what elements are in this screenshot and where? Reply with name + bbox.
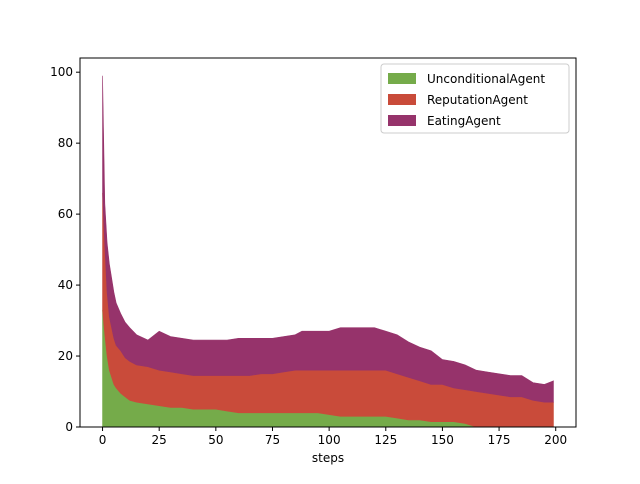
area-eating-agent	[102, 75, 554, 403]
legend-entry-label: ReputationAgent	[427, 93, 528, 107]
y-tick-label: 100	[50, 65, 73, 79]
plot-frame	[79, 57, 577, 428]
x-tick-label: 175	[488, 433, 511, 447]
x-tick-label: 0	[99, 433, 107, 447]
y-tick-label: 80	[58, 136, 73, 150]
x-tick-label: 125	[374, 433, 397, 447]
legend: UnconditionalAgent ReputationAgent EatingA…	[380, 63, 570, 134]
legend-swatch	[388, 73, 416, 84]
x-axis-label: steps	[312, 451, 344, 465]
legend-swatch	[388, 94, 416, 105]
legend-swatch	[388, 115, 416, 126]
y-tick-label: 0	[65, 420, 73, 434]
x-tick-label: 75	[265, 433, 280, 447]
x-tick-label: 25	[152, 433, 167, 447]
legend-entry-label: EatingAgent	[427, 114, 501, 128]
axes-layer: 0 25 50 75 100 125 150 175 200 0 20 40 60 80 100 steps	[50, 57, 577, 465]
legend-box	[380, 63, 570, 134]
y-tick-label: 20	[58, 349, 73, 363]
legend-entry-label: UnconditionalAgent	[427, 72, 545, 86]
x-tick-label: 50	[208, 433, 223, 447]
x-tick-label: 200	[544, 433, 567, 447]
y-tick-label: 60	[58, 207, 73, 221]
x-tick-label: 100	[318, 433, 341, 447]
y-tick-label: 40	[58, 278, 73, 292]
x-tick-label: 150	[431, 433, 454, 447]
